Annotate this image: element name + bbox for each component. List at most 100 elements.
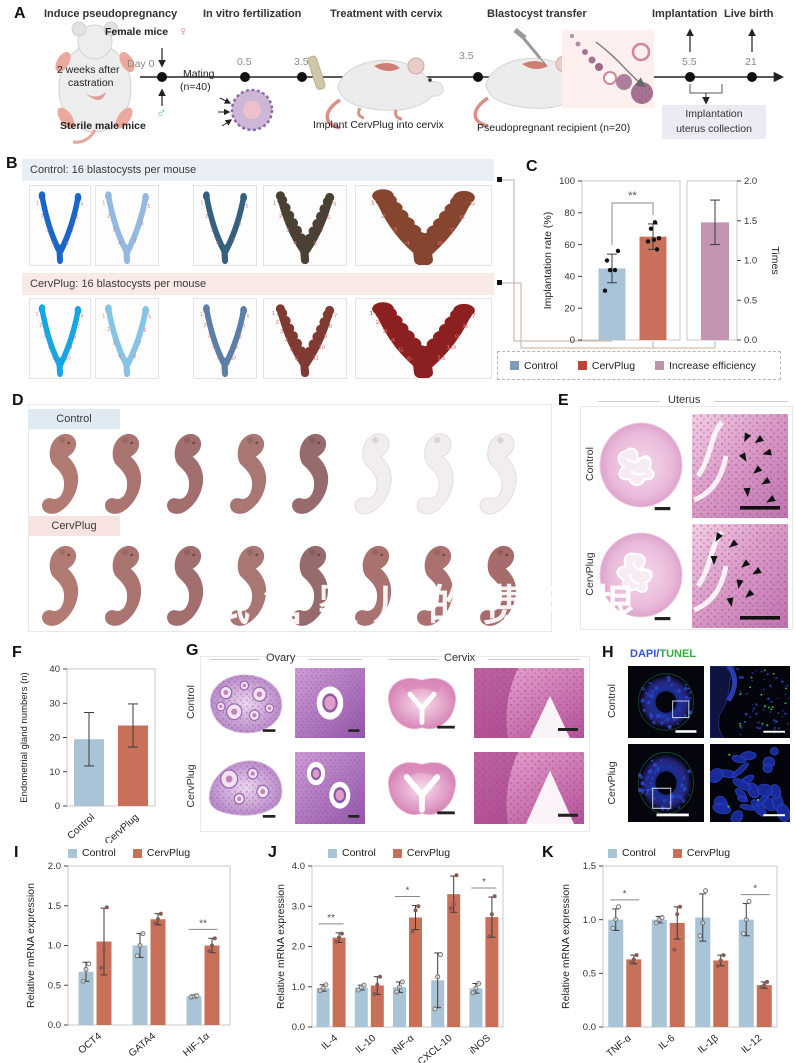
svg-text:8: 8 <box>239 334 242 341</box>
svg-text:8: 8 <box>329 324 332 330</box>
svg-text:3: 3 <box>392 226 397 233</box>
panel-g-box <box>200 656 590 832</box>
svg-text:3: 3 <box>280 329 283 335</box>
uterus-section-control <box>598 414 686 518</box>
e-row-label-control: Control <box>584 447 596 481</box>
ovary-zoom-drawing <box>295 752 365 824</box>
svg-text:6: 6 <box>239 221 242 228</box>
svg-text:1.0: 1.0 <box>744 256 757 267</box>
svg-text:5: 5 <box>148 314 151 321</box>
bar-CervPlug-CXCL-10 <box>447 894 461 1027</box>
svg-text:1: 1 <box>200 311 203 318</box>
bar-CervPlug <box>639 236 667 340</box>
significance-label: ** <box>628 190 637 202</box>
svg-text:2.0: 2.0 <box>48 861 61 872</box>
female-mice-label: Female mice <box>105 26 169 38</box>
cervplug-swatch <box>392 848 402 858</box>
cervplug-header-band: CervPlug: 16 blastocysts per mouse <box>22 273 494 295</box>
h-row-label-cervplug: CervPlug <box>606 761 618 805</box>
svg-text:5: 5 <box>398 346 404 353</box>
svg-text:3: 3 <box>113 340 116 347</box>
svg-text:1: 1 <box>273 200 276 206</box>
svg-text:4: 4 <box>405 240 411 247</box>
svg-text:6: 6 <box>144 327 147 334</box>
svg-text:9: 9 <box>70 344 72 351</box>
svg-text:7: 7 <box>134 239 137 246</box>
svg-text:3: 3 <box>113 227 116 234</box>
uterus-inset-cervplug <box>692 524 788 628</box>
svg-text:4: 4 <box>216 241 219 248</box>
svg-text:5: 5 <box>246 203 249 210</box>
svg-text:1.5: 1.5 <box>744 216 757 227</box>
significance-label: * <box>623 889 627 900</box>
svg-text:1: 1 <box>103 313 106 320</box>
svg-text:5: 5 <box>333 202 336 208</box>
ovary-zoom-cervplug <box>295 752 365 824</box>
bar-CervPlug-IL-1β <box>713 960 729 1027</box>
dapi-tunel-title: DAPI/TUNEL <box>630 648 697 660</box>
tick-5-5: 5.5 <box>682 56 697 68</box>
step-title: Implantation <box>652 8 718 20</box>
pup-drawing <box>479 433 517 515</box>
significance-label: ** <box>199 918 207 929</box>
mating-n-label: (n=40) <box>180 81 211 93</box>
svg-text:4: 4 <box>52 241 54 248</box>
svg-text:1: 1 <box>369 310 374 317</box>
uterus-photo: 1 2 3 4 5 6 7 8 9 10 <box>193 298 257 379</box>
pup-pale <box>349 431 407 515</box>
legend-item-control: Control <box>328 847 376 859</box>
x-tick-label: Control <box>66 812 97 842</box>
pup-alive <box>411 543 469 627</box>
svg-text:5: 5 <box>148 203 151 210</box>
svg-text:40: 40 <box>564 272 575 283</box>
plot-box <box>602 865 778 1028</box>
uterus-collection-box: Implantation uterus collection <box>662 105 766 139</box>
svg-text:7: 7 <box>78 323 80 330</box>
bar-Control-IL-12 <box>738 919 754 1027</box>
svg-text:9: 9 <box>324 334 327 340</box>
bar-Control-IL-4 <box>316 987 330 1027</box>
mrna-chart-i: 0.0 0.5 1.0 1.5 2.0 Relative mRNA expression O… <box>8 845 260 1063</box>
panel-j-label: J <box>268 844 277 861</box>
implant-cervplug-label: Implant CervPlug into cervix <box>313 119 444 131</box>
svg-text:7: 7 <box>232 239 235 246</box>
pup-alive <box>224 431 282 515</box>
svg-text:10: 10 <box>49 767 60 778</box>
svg-text:20: 20 <box>49 733 60 744</box>
svg-text:5: 5 <box>290 347 293 353</box>
svg-text:11: 11 <box>313 356 319 362</box>
legend-item-cervplug: CervPlug <box>132 847 190 859</box>
pup-alive <box>224 543 282 627</box>
svg-text:40: 40 <box>49 664 60 675</box>
step-title: Induce pseudopregnancy <box>44 8 178 20</box>
pup-drawing <box>292 433 329 514</box>
svg-text:0: 0 <box>55 801 60 812</box>
bar-Control-iNOS <box>469 988 483 1027</box>
svg-text:6: 6 <box>460 214 465 221</box>
x-tick-label: TNF-α <box>605 1033 634 1060</box>
svg-text:3: 3 <box>211 227 214 234</box>
svg-text:5: 5 <box>470 201 476 208</box>
cervplug-swatch <box>132 848 142 858</box>
control-swatch <box>68 848 77 858</box>
bar-CervPlug-IL-4 <box>332 937 346 1027</box>
uterus-inset-control <box>692 414 788 518</box>
uterus-inset-drawing <box>692 524 788 628</box>
svg-text:1.0: 1.0 <box>48 941 61 952</box>
fluorescence-overview-drawing <box>628 666 704 738</box>
svg-text:7: 7 <box>139 341 142 348</box>
significance-label: * <box>406 885 410 896</box>
legend-item-cervplug: CervPlug <box>577 360 635 372</box>
chart-svg: 0 10 20 30 40 Endometrial gland numbers (n) Co… <box>19 664 156 843</box>
chart-svg: 0.0 0.5 1.0 1.5 Relative mRNA expression TNF-… <box>560 861 778 1060</box>
ovary-drawing <box>210 674 283 734</box>
y-axis-label: Endometrial gland numbers (n) <box>19 672 30 802</box>
bar-CervPlug-HIF-1α <box>204 945 220 1025</box>
panel-c-legend: Control CervPlug Increase efficiency <box>497 351 781 380</box>
tick-21: 21 <box>745 56 757 68</box>
